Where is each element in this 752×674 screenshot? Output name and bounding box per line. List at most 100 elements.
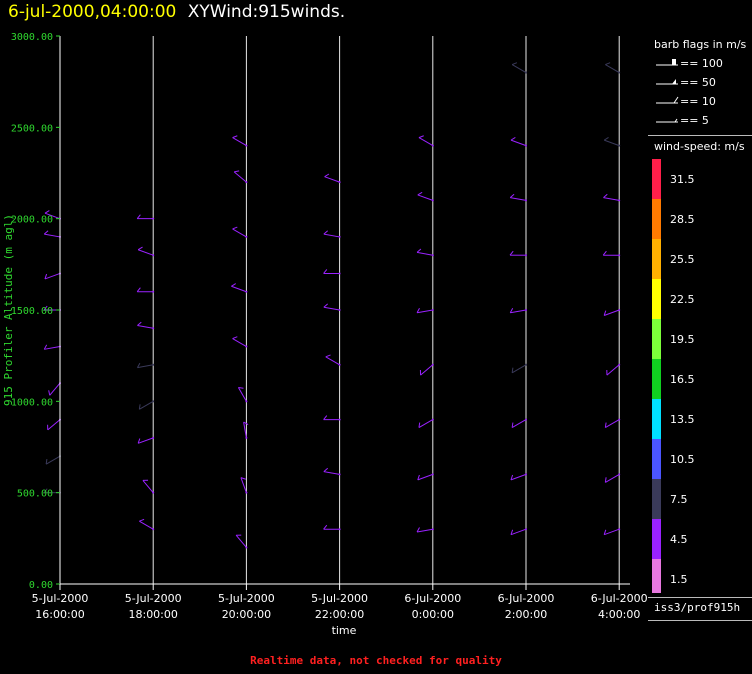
axes	[59, 36, 630, 585]
y-tick-label: 3000.00	[11, 32, 53, 43]
x-tick-label: 16:00:00	[35, 608, 84, 621]
colorbar-segment	[652, 519, 661, 559]
x-tick-label: 5-Jul-2000	[311, 592, 368, 605]
wind-barb	[510, 137, 527, 147]
wind-barb	[231, 283, 248, 293]
wind-barb	[603, 137, 621, 147]
svg-text:== 10: == 10	[680, 95, 716, 108]
wind-barb	[603, 309, 621, 316]
wind-barb	[602, 250, 621, 257]
barb-legend-item: == 100	[656, 57, 723, 70]
colorbar-segment	[652, 479, 661, 519]
colorbar-label: 19.5	[670, 333, 695, 346]
wind-barb	[511, 363, 527, 374]
wind-barb	[323, 269, 341, 275]
wind-barb	[323, 524, 341, 531]
wind-barb	[416, 308, 434, 314]
wind-barb	[325, 354, 341, 366]
wind-barb	[137, 246, 155, 257]
x-tick-label: 18:00:00	[128, 608, 177, 621]
barb-legend-item: == 10	[656, 95, 716, 108]
wind-barb	[137, 362, 155, 369]
colorbar-segment	[652, 359, 661, 399]
wind-barb	[509, 250, 527, 257]
header-date: 6-jul-2000,04:00:00	[8, 2, 177, 22]
wind-barb	[232, 135, 248, 147]
wind-barb	[136, 214, 155, 220]
chart-header: 6-jul-2000,04:00:00 XYWind:915winds.	[8, 2, 345, 22]
wind-barb	[138, 400, 155, 410]
x-tick-label: 6-Jul-2000	[591, 592, 648, 605]
colorbar-label: 25.5	[670, 253, 695, 266]
colorbar-segment	[652, 439, 661, 479]
colorbar-segment	[652, 559, 661, 599]
svg-text:== 100: == 100	[680, 57, 723, 70]
x-ticks: 5-Jul-2000 16:00:00 5-Jul-2000 18:00:00 5-Ju…	[32, 584, 648, 621]
colorbar-segment	[652, 239, 661, 279]
header-title: XYWind:915winds.	[187, 2, 346, 22]
wind-barb	[240, 477, 248, 494]
x-tick-label: 5-Jul-2000	[125, 592, 182, 605]
quality-note: Realtime data, not checked for quality	[250, 654, 502, 667]
wind-barb	[418, 418, 434, 429]
x-axis-label: time	[332, 624, 357, 637]
y-tick-label: 1500.00	[11, 306, 53, 317]
wind-barb	[235, 534, 248, 549]
wind-barb	[417, 191, 434, 202]
wind-barb	[139, 518, 155, 531]
wind-barb	[43, 344, 61, 350]
legend-divider-end	[648, 620, 752, 621]
colorbar-segment	[652, 159, 661, 199]
wind-barb	[511, 418, 527, 429]
x-tick-label: 6-Jul-2000	[498, 592, 555, 605]
wind-barbs	[43, 62, 621, 549]
wind-barb	[136, 287, 155, 293]
x-tick-label: 5-Jul-2000	[218, 592, 275, 605]
station-label: iss3/prof915h	[654, 601, 741, 614]
x-tick-label: 0:00:00	[412, 608, 454, 621]
wind-barb	[232, 226, 248, 238]
wind-barb	[233, 170, 248, 184]
speed-legend-title: wind-speed: m/s	[654, 140, 745, 153]
wind-barb	[417, 473, 434, 481]
barb-legend-title: barb flags in m/s	[654, 38, 747, 51]
x-tick-label: 4:00:00	[598, 608, 640, 621]
barb-legend: == 100 == 50 == 10 == 5	[656, 57, 723, 127]
wind-barb	[47, 418, 61, 431]
wind-barb	[137, 321, 155, 330]
wind-barb	[142, 479, 155, 494]
vertical-gridlines	[152, 36, 620, 584]
y-tick-label: 2000.00	[11, 215, 53, 226]
wind-barb	[323, 467, 341, 476]
wind-barb	[603, 193, 621, 202]
x-tick-label: 20:00:00	[222, 608, 271, 621]
wind-barb	[324, 173, 341, 184]
colorbar-label: 13.5	[670, 413, 695, 426]
wind-barb	[510, 473, 527, 481]
svg-text:== 50: == 50	[680, 76, 716, 89]
colorbar-label: 7.5	[670, 493, 688, 506]
y-tick-label: 2500.00	[11, 123, 53, 134]
colorbar-label: 10.5	[670, 453, 695, 466]
wind-barb	[44, 272, 61, 280]
y-ticks: 0.00 500.00 1000.00 1500.00 2000.00 2500.00 30…	[11, 32, 60, 591]
wind-barb	[416, 248, 434, 257]
wind-barb	[419, 363, 434, 376]
wind-barb	[323, 303, 341, 311]
wind-barb	[605, 62, 621, 74]
x-tick-label: 22:00:00	[315, 608, 364, 621]
barb-legend-item: == 5	[656, 114, 709, 127]
wind-barb	[511, 62, 527, 74]
wind-barb	[43, 230, 61, 238]
legend-panel: barb flags in m/s == 100 == 50 == 10 == 5 w…	[648, 34, 752, 621]
wind-barb	[418, 135, 434, 147]
colorbar-segment	[652, 319, 661, 359]
y-axis-label: 915 Profiler Altitude (m agl)	[2, 214, 15, 406]
wind-barb	[232, 336, 248, 348]
colorbar-label: 22.5	[670, 293, 695, 306]
wind-barb	[323, 415, 341, 421]
legend-divider	[648, 135, 752, 136]
speed-colorbar: 31.5 28.5 25.5 22.5 19.5 16.5 13.5 10.5 7.5 4.5 1.…	[652, 159, 695, 599]
colorbar-label: 16.5	[670, 373, 695, 386]
